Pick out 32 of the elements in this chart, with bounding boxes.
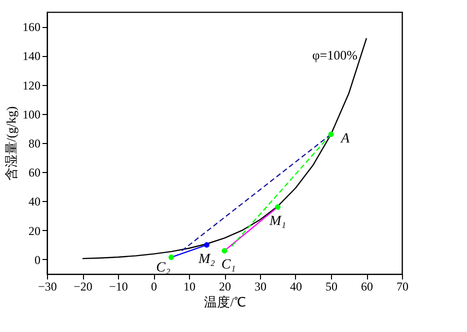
x-tick-label: 0 (151, 280, 157, 294)
y-tick-label: 80 (28, 136, 40, 150)
x-tick-label: 20 (219, 280, 231, 294)
x-tick-label: 30 (254, 280, 266, 294)
x-tick-label: 70 (396, 280, 408, 294)
x-tick-label: 50 (326, 280, 338, 294)
y-tick-label: 160 (22, 20, 40, 34)
annotation: C₁ (221, 258, 236, 273)
x-tick-label: 60 (361, 280, 373, 294)
x-tick-label: −20 (74, 280, 92, 294)
annotation: φ=100% (312, 48, 358, 63)
point (328, 132, 334, 137)
x-tick-label: 40 (290, 280, 302, 294)
annotation: M₂ (197, 252, 216, 267)
x-axis-title: 温度/℃ (204, 294, 246, 310)
y-tick-label: 20 (28, 224, 40, 238)
y-tick-label: 140 (22, 49, 40, 64)
x-tick-label: −30 (38, 280, 57, 294)
x-tick-label: −10 (109, 280, 128, 294)
point (168, 254, 174, 260)
point (222, 248, 228, 254)
annotation: A (340, 131, 350, 146)
x-tick-label: 10 (184, 280, 196, 294)
point (204, 242, 210, 248)
y-tick-label: 0 (34, 252, 40, 267)
y-tick-label: 120 (22, 78, 40, 92)
y-tick-label: 40 (28, 194, 40, 209)
annotation: M₁ (268, 214, 286, 230)
y-tick-label: 100 (22, 107, 40, 122)
point (275, 204, 280, 210)
y-tick-label: 60 (28, 166, 40, 180)
y-axis-title: 含湿量/(g/kg) (4, 106, 18, 181)
